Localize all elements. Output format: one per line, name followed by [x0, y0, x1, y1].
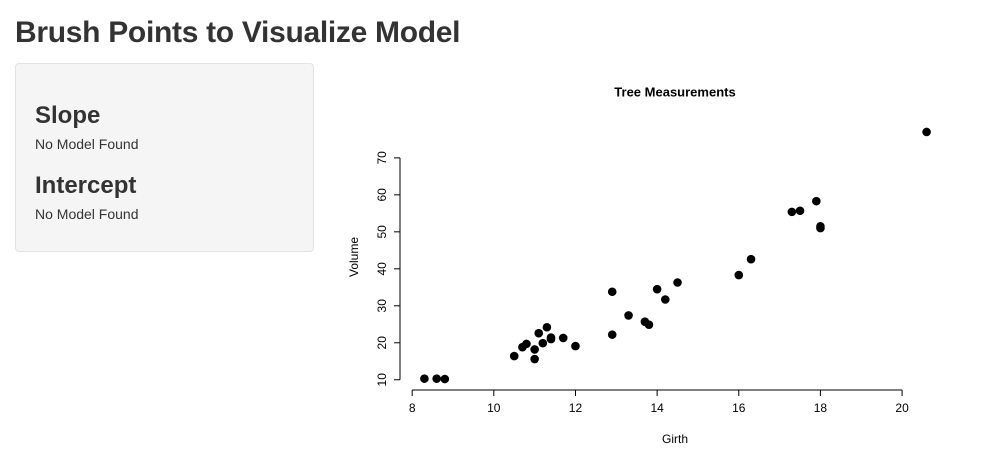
- data-point: [571, 341, 580, 351]
- y-tick-label: 10: [375, 373, 389, 387]
- x-tick-label: 10: [487, 401, 501, 415]
- sidebar-panel: Slope No Model Found Intercept No Model …: [15, 63, 314, 252]
- x-axis-label: Girth: [662, 432, 688, 446]
- y-tick-label: 30: [375, 299, 389, 313]
- data-point: [420, 374, 429, 383]
- data-point: [673, 278, 682, 287]
- data-point: [787, 207, 797, 217]
- y-tick-label: 40: [375, 262, 389, 276]
- data-point: [509, 351, 519, 361]
- x-tick-label: 8: [409, 401, 416, 415]
- x-tick-label: 14: [650, 401, 664, 415]
- x-tick-label: 12: [569, 401, 583, 415]
- data-point: [812, 196, 821, 206]
- data-point: [624, 311, 633, 320]
- data-point: [558, 333, 568, 343]
- section-heading: Intercept: [35, 172, 137, 199]
- y-tick-label: 60: [375, 188, 389, 202]
- y-tick-label: 70: [375, 151, 389, 165]
- data-point: [530, 345, 539, 354]
- data-point: [607, 330, 617, 339]
- data-point: [542, 322, 552, 332]
- y-tick-label: 20: [375, 336, 389, 350]
- x-tick-label: 16: [732, 401, 746, 415]
- chart-title: Tree Measurements: [614, 84, 735, 99]
- data-point: [734, 270, 744, 280]
- data-point: [660, 295, 670, 304]
- data-point: [644, 320, 654, 329]
- x-tick-label: 18: [814, 401, 828, 415]
- data-point: [534, 328, 544, 338]
- y-axis-label: Volume: [347, 237, 361, 277]
- data-point: [746, 254, 756, 264]
- data-point: [652, 284, 662, 294]
- data-point: [440, 374, 450, 384]
- data-point: [607, 287, 617, 297]
- section-heading: Slope: [35, 102, 101, 129]
- data-point: [922, 127, 931, 137]
- x-tick-label: 20: [895, 401, 909, 415]
- data-point: [530, 354, 539, 364]
- section-text: No Model Found: [35, 206, 139, 222]
- data-point: [522, 339, 531, 349]
- section-text: No Model Found: [35, 136, 139, 152]
- data-point: [816, 223, 825, 233]
- page-title: Brush Points to Visualize Model: [15, 16, 461, 49]
- data-point: [432, 374, 441, 383]
- data-point: [538, 338, 548, 348]
- y-tick-label: 50: [375, 225, 389, 239]
- data-point: [795, 206, 805, 216]
- data-point: [546, 333, 556, 342]
